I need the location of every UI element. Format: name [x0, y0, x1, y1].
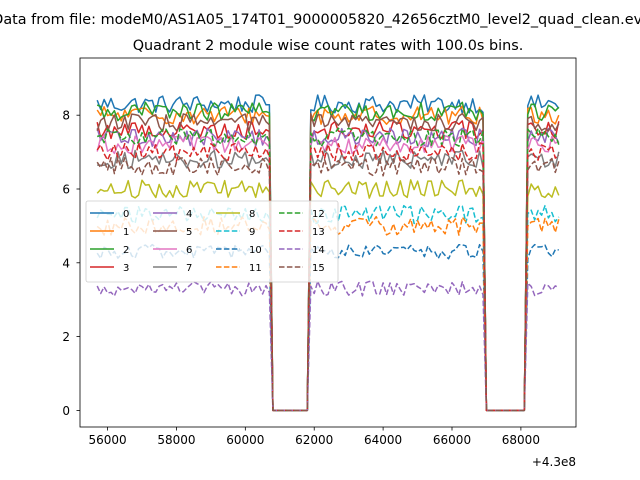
legend-frame [85, 200, 339, 283]
x-tick-label: 58000 [157, 433, 195, 447]
x-axis: 56000 58000 60000 62000 64000 66000 68000 [88, 427, 540, 447]
y-tick-label: 0 [62, 404, 70, 418]
chart-title: Quadrant 2 module wise count rates with … [133, 38, 524, 54]
x-tick-label: 60000 [226, 433, 264, 447]
series-line-11 [96, 215, 560, 412]
series-line-8 [96, 179, 560, 412]
legend-label: 1 [123, 227, 129, 238]
legend-label: 5 [186, 227, 192, 238]
series-line-2 [96, 101, 560, 412]
series-line-13 [96, 142, 560, 412]
series-line-5 [96, 112, 560, 412]
x-tick-label: 66000 [433, 433, 471, 447]
legend-label: 15 [312, 263, 325, 274]
series-line-14 [96, 280, 560, 412]
x-tick-label: 62000 [295, 433, 333, 447]
series-line-12 [96, 127, 560, 412]
axes-frame [79, 57, 577, 428]
legend-label: 11 [249, 263, 262, 274]
legend-label: 14 [312, 245, 325, 256]
y-tick-label: 6 [62, 182, 70, 196]
series-line-6 [96, 134, 560, 412]
legend-label: 4 [186, 209, 192, 220]
legend-label: 7 [186, 263, 192, 274]
x-tick-label: 68000 [502, 433, 540, 447]
legend-label: 13 [312, 227, 325, 238]
legend-label: 3 [123, 263, 129, 274]
legend-label: 0 [123, 209, 129, 220]
y-tick-label: 2 [62, 330, 70, 344]
legend-label: 6 [186, 245, 192, 256]
y-tick-label: 8 [62, 109, 70, 123]
legend-label: 8 [249, 209, 255, 220]
legend-label: 2 [123, 245, 129, 256]
x-tick-label: 56000 [88, 433, 126, 447]
x-tick-label: 64000 [364, 433, 402, 447]
legend-label: 9 [249, 227, 255, 238]
x-offset-text: +4.3e8 [532, 455, 576, 469]
legend-label: 12 [312, 209, 325, 220]
y-tick-label: 4 [62, 256, 70, 270]
figure-suptitle: Data from file: modeM0/AS1A05_174T01_900… [0, 12, 640, 28]
y-axis: 0 2 4 6 8 [62, 109, 80, 418]
series-line-15 [96, 156, 560, 412]
series-line-7 [97, 149, 560, 412]
legend-label: 10 [249, 245, 262, 256]
series-line-1 [96, 105, 560, 412]
